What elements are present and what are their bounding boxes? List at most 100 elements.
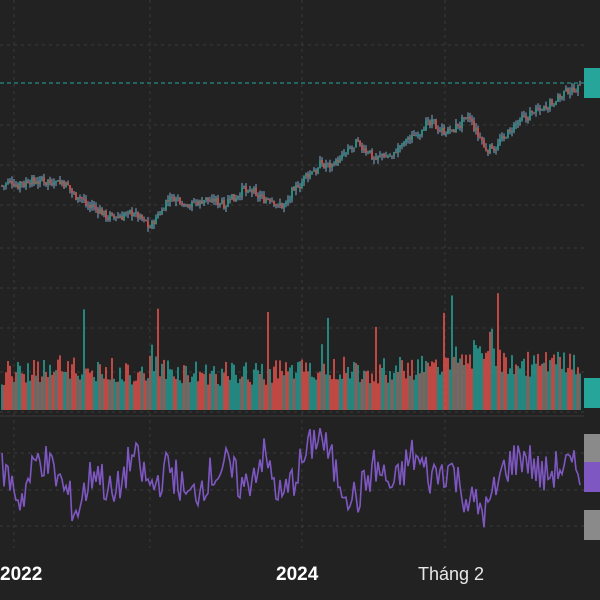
volume-bar [131, 384, 133, 410]
candle-body [225, 206, 227, 209]
volume-bar [453, 356, 455, 410]
volume-bar [405, 378, 407, 410]
volume-bar [519, 368, 521, 410]
candle-body [199, 200, 201, 205]
candle-body [9, 180, 11, 182]
volume-bar [17, 362, 19, 410]
candle-body [577, 84, 579, 92]
candle-body [281, 203, 283, 209]
volume-bar [487, 351, 489, 410]
volume-bar [1, 384, 3, 410]
volume-axis-marker [584, 378, 600, 408]
candle-body [45, 182, 47, 186]
candle-body [383, 153, 385, 157]
volume-bar [429, 366, 431, 410]
candle-body [419, 135, 421, 137]
volume-bar [85, 368, 87, 410]
volume-bar [475, 344, 477, 410]
candle-body [367, 152, 369, 154]
candle-body [75, 192, 77, 200]
candle-body [307, 173, 309, 178]
volume-bar [169, 369, 171, 410]
candle-body [377, 155, 379, 160]
candle-body [409, 137, 411, 140]
candle-body [231, 194, 233, 200]
candle-body [565, 88, 567, 91]
volume-bar [13, 381, 15, 410]
volume-bar [29, 380, 31, 410]
volume-bar [233, 364, 235, 410]
candle-body [347, 148, 349, 153]
candle-body [325, 163, 327, 168]
volume-bar [539, 365, 541, 410]
volume-bar [543, 362, 545, 410]
volume-bar [67, 361, 69, 410]
volume-bar [49, 364, 51, 410]
volume-bar [15, 372, 17, 410]
candle-body [195, 201, 197, 203]
volume-bar [203, 373, 205, 410]
candle-body [79, 197, 81, 199]
candle-body [351, 147, 353, 149]
candle-body [53, 181, 55, 186]
candle-body [467, 116, 469, 119]
candle-body [355, 139, 357, 148]
candle-body [551, 99, 553, 106]
candle-body [1, 185, 3, 187]
candle-body [89, 205, 91, 208]
volume-bar [301, 359, 303, 410]
volume-bar [173, 376, 175, 410]
candle-body [205, 197, 207, 201]
volume-bar [161, 363, 163, 410]
volume-bar [107, 379, 109, 410]
candle-body [235, 197, 237, 202]
volume-bar [207, 384, 209, 410]
volume-bar [241, 376, 243, 410]
volume-bar [189, 382, 191, 410]
volume-bar [81, 374, 83, 410]
volume-bar [239, 378, 241, 410]
candle-body [137, 212, 139, 219]
volume-bar [291, 365, 293, 410]
oscillator-line [1, 427, 581, 528]
volume-bar [327, 317, 329, 410]
volume-bar [535, 363, 537, 410]
candle-body [543, 106, 545, 110]
candle-body [213, 198, 215, 202]
candle-body [483, 140, 485, 148]
candle-body [193, 201, 195, 203]
candle-body [37, 181, 39, 185]
volume-bar [175, 379, 177, 410]
candle-body [121, 215, 123, 220]
volume-bar [265, 384, 267, 410]
candle-body [401, 144, 403, 146]
volume-bar [337, 379, 339, 410]
candle-body [119, 215, 121, 219]
candle-body [237, 195, 239, 198]
volume-bar [209, 373, 211, 410]
candle-body [561, 96, 563, 99]
volume-bar [299, 361, 301, 410]
candle-body [489, 144, 491, 154]
candle-body [403, 142, 405, 145]
candle-body [151, 221, 153, 228]
volume-bar [547, 371, 549, 410]
volume-bar [195, 361, 197, 410]
volume-bar [167, 360, 169, 410]
candle-body [295, 185, 297, 191]
volume-bar [523, 358, 525, 410]
candle-body [149, 227, 151, 229]
candle-body [41, 177, 43, 180]
volume-bar [309, 362, 311, 410]
candle-body [463, 117, 465, 119]
candle-body [85, 199, 87, 206]
volume-bar [37, 361, 39, 410]
volume-bar [511, 355, 513, 410]
volume-bar [303, 371, 305, 410]
candle-body [19, 181, 21, 189]
volume-bar [121, 379, 123, 410]
candle-body [313, 170, 315, 172]
candle-body [243, 186, 245, 188]
